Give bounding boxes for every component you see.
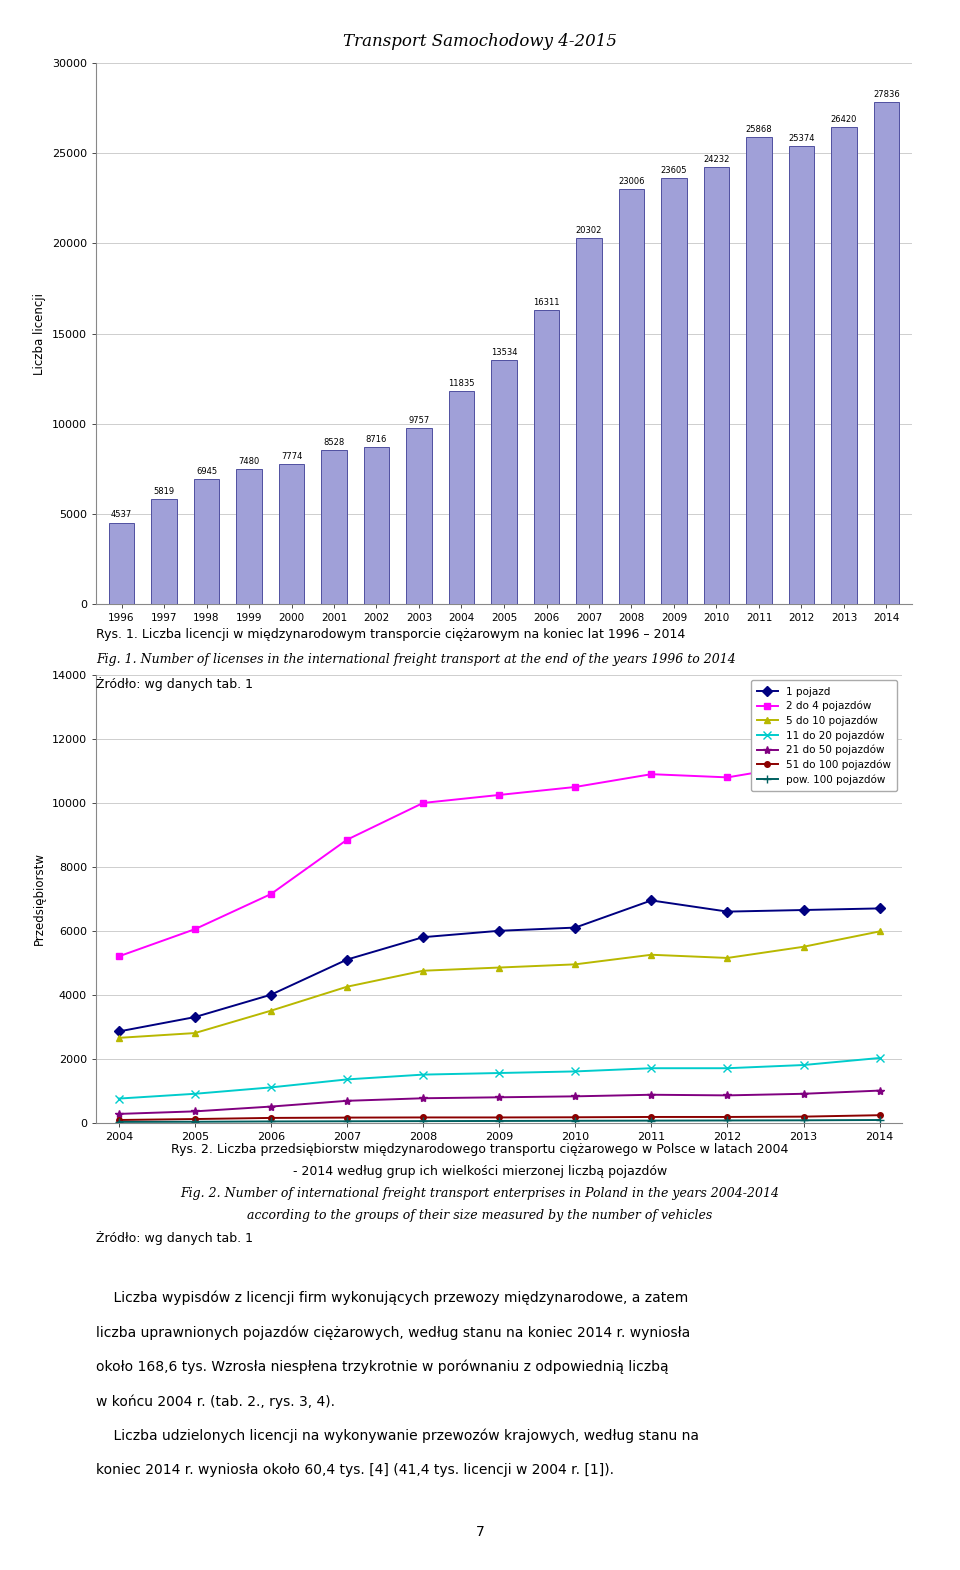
Bar (406, 429, 432, 604)
Text: 7: 7 (475, 1524, 485, 1539)
Bar (789, 146, 814, 604)
Bar (364, 447, 389, 604)
Text: 26420: 26420 (830, 115, 857, 124)
Text: liczba uprawnionych pojazdów ciężarowych, według stanu na koniec 2014 r. wyniosł: liczba uprawnionych pojazdów ciężarowych… (96, 1325, 690, 1339)
Text: 27836: 27836 (874, 89, 900, 99)
Y-axis label: Liczba licencji: Liczba licencji (34, 292, 46, 375)
Text: 4537: 4537 (110, 510, 132, 520)
Text: 5819: 5819 (154, 487, 175, 496)
Text: 6945: 6945 (196, 466, 217, 476)
Bar (278, 465, 304, 604)
Legend: 1 pojazd, 2 do 4 pojazdów, 5 do 10 pojazdów, 11 do 20 pojazdów, 21 do 50 pojazdó: 1 pojazd, 2 do 4 pojazdów, 5 do 10 pojaz… (751, 680, 898, 791)
Text: Rys. 1. Liczba licencji w międzynarodowym transporcie ciężarowym na koniec lat 1: Rys. 1. Liczba licencji w międzynarodowy… (96, 628, 685, 641)
Y-axis label: Przedsiębiorstw: Przedsiębiorstw (34, 853, 46, 945)
Text: according to the groups of their size measured by the number of vehicles: according to the groups of their size me… (248, 1209, 712, 1221)
Text: - 2014 według grup ich wielkości mierzonej liczbą pojazdów: - 2014 według grup ich wielkości mierzon… (293, 1165, 667, 1178)
Text: Żródło: wg danych tab. 1: Żródło: wg danych tab. 1 (96, 677, 253, 691)
Text: Transport Samochodowy 4-2015: Transport Samochodowy 4-2015 (343, 33, 617, 50)
Bar (448, 391, 474, 604)
Text: koniec 2014 r. wyniosła około 60,4 tys. [4] (41,4 tys. licencji w 2004 r. [1]).: koniec 2014 r. wyniosła około 60,4 tys. … (96, 1463, 614, 1477)
Text: 11835: 11835 (448, 378, 475, 388)
Text: około 168,6 tys. Wzrosła niespłena trzykrotnie w porównaniu z odpowiednią liczbą: około 168,6 tys. Wzrosła niespłena trzyk… (96, 1360, 668, 1374)
Text: 7774: 7774 (281, 452, 302, 462)
Bar (576, 239, 602, 604)
Bar (874, 102, 900, 604)
Bar (704, 166, 730, 604)
Text: 23605: 23605 (660, 166, 687, 174)
Text: 20302: 20302 (576, 226, 602, 234)
Bar (746, 138, 772, 604)
Bar (152, 499, 177, 604)
Bar (322, 451, 347, 604)
Text: 13534: 13534 (491, 349, 517, 356)
Text: Fig. 2. Number of international freight transport enterprises in Poland in the y: Fig. 2. Number of international freight … (180, 1187, 780, 1199)
Bar (831, 127, 856, 604)
Bar (534, 309, 560, 604)
Bar (661, 179, 686, 604)
Text: Liczba udzielonych licencji na wykonywanie przewozów krajowych, według stanu na: Liczba udzielonych licencji na wykonywan… (96, 1429, 699, 1443)
Text: 24232: 24232 (704, 155, 730, 163)
Text: Żródło: wg danych tab. 1: Żródło: wg danych tab. 1 (96, 1231, 253, 1245)
Text: w końcu 2004 r. (tab. 2., rys. 3, 4).: w końcu 2004 r. (tab. 2., rys. 3, 4). (96, 1394, 335, 1408)
Text: Rys. 2. Liczba przedsiębiorstw międzynarodowego transportu ciężarowego w Polsce : Rys. 2. Liczba przedsiębiorstw międzynar… (171, 1143, 789, 1156)
Text: Liczba wypisdów z licencji firm wykonujących przewozy międzynarodowe, a zatem: Liczba wypisdów z licencji firm wykonują… (96, 1291, 688, 1305)
Text: Fig. 1. Number of licenses in the international freight transport at the end of : Fig. 1. Number of licenses in the intern… (96, 653, 735, 666)
Bar (619, 188, 644, 604)
Text: 16311: 16311 (533, 298, 560, 306)
Text: 8528: 8528 (324, 438, 345, 447)
Bar (108, 523, 134, 604)
Text: 9757: 9757 (408, 416, 430, 425)
Bar (236, 469, 262, 604)
Text: 25868: 25868 (746, 126, 772, 133)
Text: 8716: 8716 (366, 435, 387, 444)
Text: 25374: 25374 (788, 133, 815, 143)
Bar (194, 479, 219, 604)
Bar (492, 360, 516, 604)
Text: 7480: 7480 (238, 457, 259, 466)
Text: 23006: 23006 (618, 177, 645, 185)
